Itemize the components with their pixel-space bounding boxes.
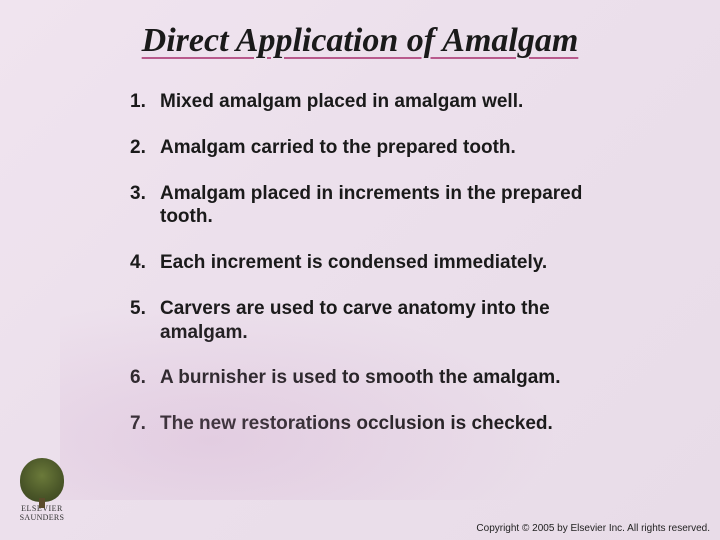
list-number: 4. [130, 251, 160, 275]
list-item: 3. Amalgam placed in increments in the p… [130, 182, 610, 230]
publisher-logo: ELSEVIER SAUNDERS [12, 458, 72, 522]
list-item: 7. The new restorations occlusion is che… [130, 412, 610, 436]
tree-icon [20, 458, 64, 502]
list-text: The new restorations occlusion is checke… [160, 412, 610, 436]
page-title: Direct Application of Amalgam [0, 0, 720, 60]
list-number: 6. [130, 366, 160, 390]
list-text: Mixed amalgam placed in amalgam well. [160, 90, 610, 114]
list-item: 1. Mixed amalgam placed in amalgam well. [130, 90, 610, 114]
list-number: 2. [130, 136, 160, 160]
list-item: 5. Carvers are used to carve anatomy int… [130, 297, 610, 345]
list-text: A burnisher is used to smooth the amalga… [160, 366, 610, 390]
list-number: 3. [130, 182, 160, 230]
list-item: 2. Amalgam carried to the prepared tooth… [130, 136, 610, 160]
list-text: Carvers are used to carve anatomy into t… [160, 297, 610, 345]
list-text: Amalgam carried to the prepared tooth. [160, 136, 610, 160]
list-text: Each increment is condensed immediately. [160, 251, 610, 275]
logo-text-saunders: SAUNDERS [12, 513, 72, 522]
list-text: Amalgam placed in increments in the prep… [160, 182, 610, 230]
list-number: 5. [130, 297, 160, 345]
steps-list: 1. Mixed amalgam placed in amalgam well.… [0, 90, 720, 436]
list-item: 6. A burnisher is used to smooth the ama… [130, 366, 610, 390]
copyright-text: Copyright © 2005 by Elsevier Inc. All ri… [476, 523, 710, 534]
list-number: 1. [130, 90, 160, 114]
list-item: 4. Each increment is condensed immediate… [130, 251, 610, 275]
list-number: 7. [130, 412, 160, 436]
